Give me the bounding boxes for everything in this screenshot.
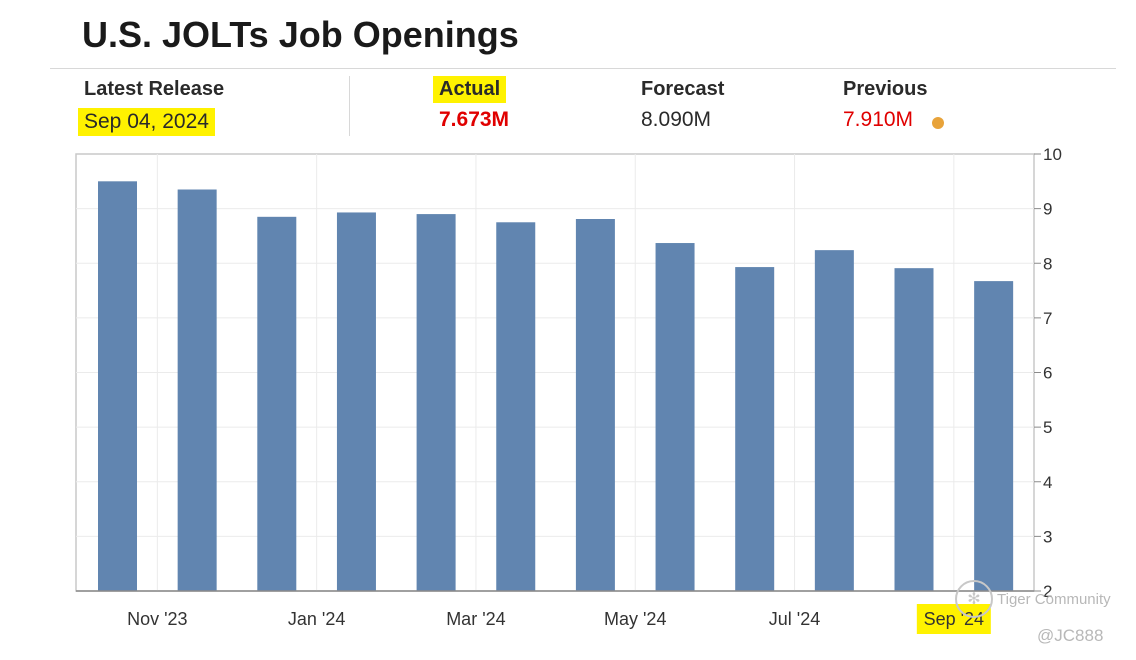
y-tick-label: 2 [1043, 582, 1052, 601]
bar [496, 222, 536, 591]
latest-release-label: Latest Release [84, 78, 225, 100]
y-tick-label: 4 [1043, 473, 1052, 492]
bar [575, 219, 615, 591]
stats-divider [349, 76, 350, 136]
watermark-handle: @JC888 [1037, 626, 1104, 645]
previous-value: 7.910M [843, 108, 914, 131]
actual-label: Actual [433, 76, 507, 103]
previous-label: Previous [843, 78, 928, 100]
x-tick-label: Jul '24 [769, 609, 820, 629]
y-tick-label: 6 [1043, 364, 1052, 383]
x-tick-label: Nov '23 [127, 609, 187, 629]
bar [814, 250, 854, 591]
x-tick-label: Jan '24 [288, 609, 345, 629]
latest-release-value: Sep 04, 2024 [78, 108, 215, 136]
bar [416, 214, 456, 591]
watermark-brand: Tiger Community [997, 590, 1111, 608]
bar [177, 189, 217, 591]
bar [98, 181, 137, 591]
bar [655, 243, 695, 591]
actual-value: 7.673M [439, 108, 510, 131]
y-tick-label: 9 [1043, 200, 1052, 219]
bar [336, 212, 376, 592]
x-tick-label: Mar '24 [446, 609, 505, 629]
bar [974, 281, 1014, 591]
header-divider [50, 68, 1116, 69]
x-tick-label: May '24 [604, 609, 666, 629]
tiger-logo-icon: ✻ [955, 580, 993, 618]
bar [257, 216, 297, 591]
chart-title: U.S. JOLTs Job Openings [82, 14, 519, 55]
y-tick-label: 10 [1043, 145, 1062, 164]
forecast-value: 8.090M [641, 108, 712, 131]
forecast-label: Forecast [641, 78, 725, 100]
watermark: ✻ Tiger Community [955, 580, 1111, 618]
previous-dot-icon [932, 117, 944, 129]
y-tick-label: 7 [1043, 309, 1052, 328]
y-tick-label: 5 [1043, 418, 1052, 437]
bar [894, 268, 934, 591]
y-tick-label: 8 [1043, 254, 1052, 273]
bar [735, 267, 775, 591]
y-tick-label: 3 [1043, 527, 1052, 546]
